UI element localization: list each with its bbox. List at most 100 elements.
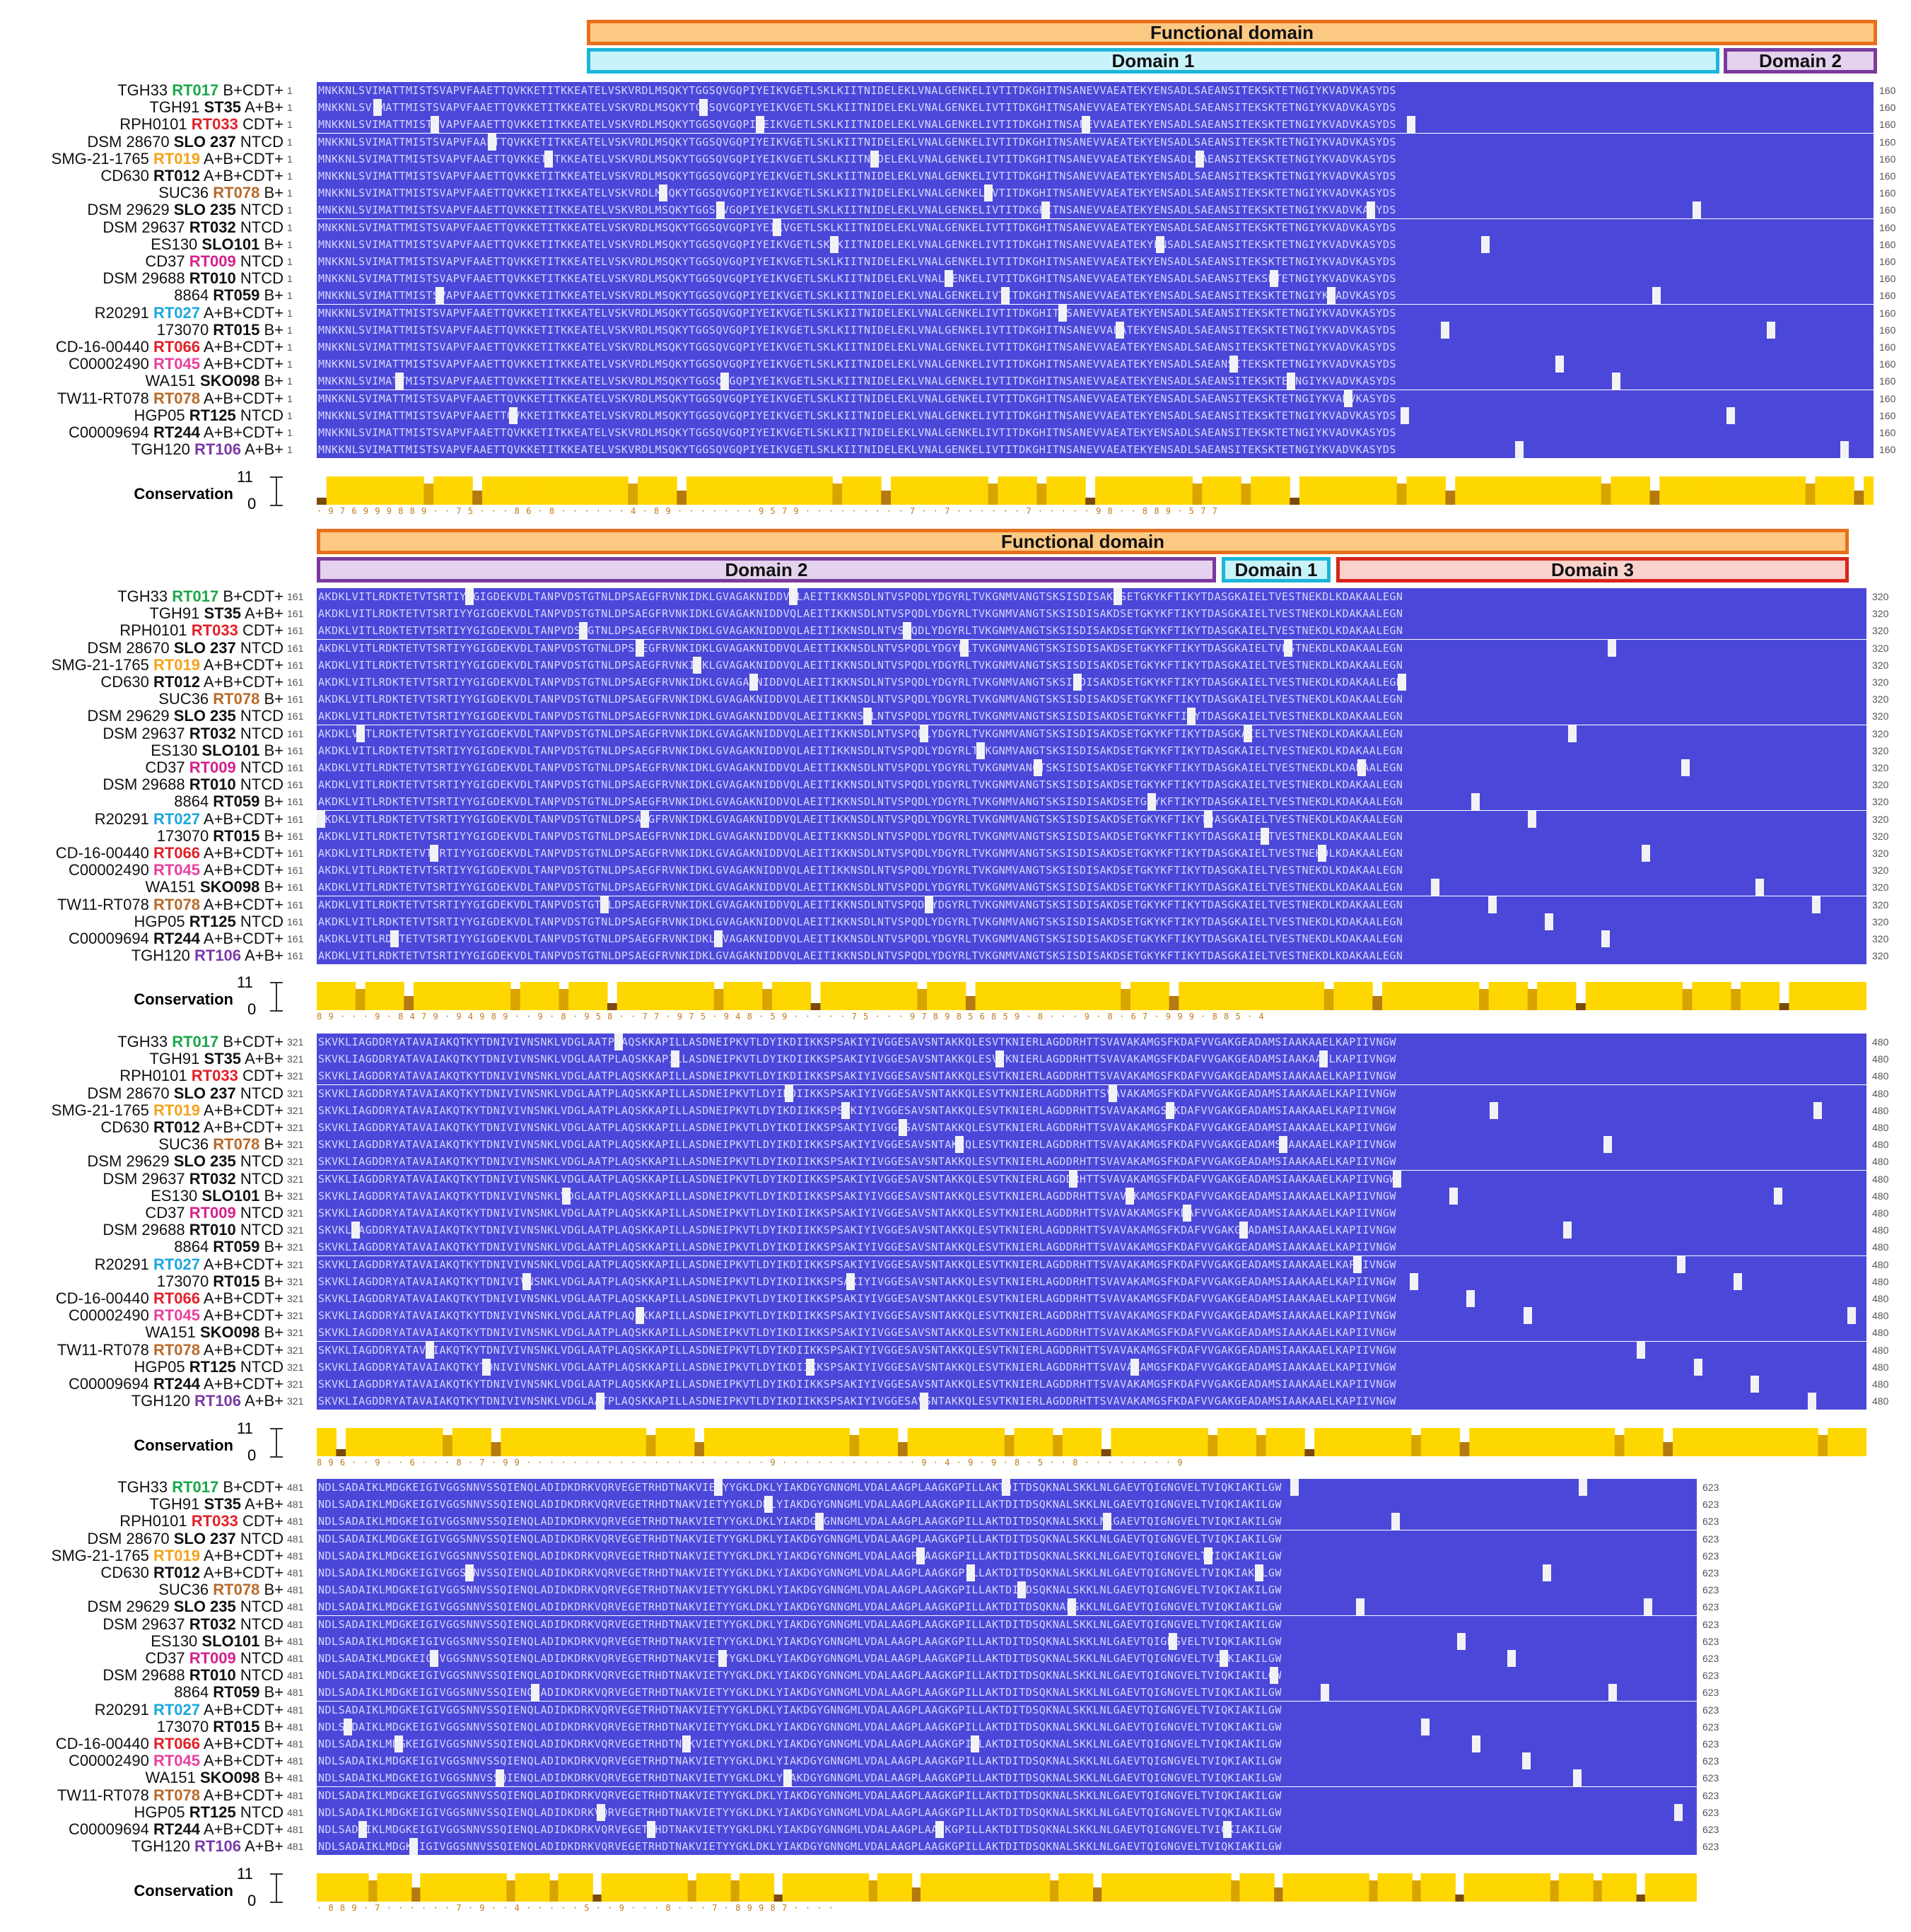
start-position: 1 bbox=[287, 307, 293, 319]
conservation-bar bbox=[539, 982, 550, 1010]
variant-residue bbox=[846, 1272, 855, 1290]
conservation-bar bbox=[1401, 1428, 1412, 1456]
start-position: 321 bbox=[287, 1224, 304, 1236]
conservation-bar bbox=[1075, 1873, 1085, 1902]
sequence-track: SKVKLIAGDDRYATAVAIAKQTKYTDNIVIVNSNKLVDGL… bbox=[317, 1067, 1866, 1085]
conservation-bar bbox=[1828, 982, 1838, 1010]
toxin-profile: B+CDT+ bbox=[223, 1478, 284, 1496]
sequence-track: MNKKNLSVIMATTMISTSVAPVFAAETTQVKKETITKKEA… bbox=[317, 185, 1874, 202]
alignment-row: 8864 RT059 B+ 1 MNKKNLSVIMATTMISTSVAPVFAAE… bbox=[0, 287, 1911, 305]
conservation-bar bbox=[762, 1428, 773, 1456]
ribotype: RT015 bbox=[213, 1717, 260, 1735]
sequence-text: AKDKLVITLRDKTETVTSRTIYYGIGDEKVDLTANPVDST… bbox=[318, 864, 1403, 877]
end-position: 160 bbox=[1879, 102, 1896, 114]
conservation-bar bbox=[722, 1873, 732, 1902]
conservation-bar bbox=[1620, 476, 1631, 505]
conservation-bar bbox=[868, 1428, 879, 1456]
conservation-bar bbox=[462, 1428, 472, 1456]
conservation-bar bbox=[423, 982, 433, 1010]
conservation-bar bbox=[530, 982, 540, 1010]
conservation-bar bbox=[665, 982, 676, 1010]
conservation-bar bbox=[1847, 982, 1857, 1010]
conservation-bar bbox=[820, 982, 831, 1010]
conservation-bar bbox=[822, 476, 833, 505]
conservation-bar bbox=[384, 1428, 395, 1456]
variant-residue bbox=[1644, 1598, 1652, 1616]
variant-residue bbox=[1017, 1581, 1026, 1599]
conservation-bar bbox=[1627, 1873, 1637, 1902]
conservation-bar bbox=[1523, 476, 1533, 505]
strain-label: TGH33 RT017 B+CDT+ bbox=[0, 1479, 284, 1496]
variant-residue bbox=[636, 1307, 644, 1325]
conservation-bar bbox=[1396, 484, 1407, 505]
ribotype: ST35 bbox=[204, 1050, 242, 1068]
conservation-bar bbox=[1196, 1873, 1206, 1902]
strain-label: TW11-RT078 RT078 A+B+CDT+ bbox=[0, 390, 284, 407]
strain-label: DSM 29629 SLO 235 NTCD bbox=[0, 1153, 284, 1170]
toxin-profile: B+ bbox=[264, 1135, 284, 1154]
conservation-bar bbox=[995, 1428, 1005, 1456]
alignment-row: TW11-RT078 RT078 A+B+CDT+ 481 NDLSADAIKLMD… bbox=[0, 1786, 1911, 1804]
ribotype: SLO101 bbox=[201, 235, 260, 253]
sequence-track: MNKKNLSVIMATTMISTSVAPVFAAETTQVKKETITKKEA… bbox=[317, 287, 1874, 305]
conservation-bar bbox=[1649, 491, 1660, 505]
sequence-track: MNKKNLSVIMATTMISTSVAPVFAAETTQVKKETITKKEA… bbox=[317, 116, 1874, 134]
alignment-row: DSM 29688 RT010 NTCD 1 MNKKNLSVIMATTMISTSV… bbox=[0, 270, 1911, 288]
sequence-text: MNKKNLSVIMATTMISTSVAPVFAAETTQVKKETITKKEA… bbox=[318, 341, 1396, 353]
conservation-bar bbox=[1447, 1873, 1456, 1902]
end-position: 320 bbox=[1872, 779, 1889, 791]
conservation-bar bbox=[1391, 1428, 1402, 1456]
sequence-text: NDLSADAIKLMDGKEIGIVGGSNNVSSQIENQLADIDKDR… bbox=[318, 1567, 1282, 1579]
conservation-bar bbox=[1309, 1873, 1318, 1902]
conservation-scale bbox=[270, 1873, 283, 1903]
strain-id: TGH120 bbox=[131, 440, 194, 459]
strain-id: DSM 29688 bbox=[103, 1221, 189, 1239]
variant-residue bbox=[1603, 1136, 1612, 1154]
start-position: 321 bbox=[287, 1190, 304, 1202]
end-position: 623 bbox=[1702, 1806, 1719, 1818]
conservation-bar bbox=[969, 476, 979, 505]
start-position: 321 bbox=[287, 1104, 304, 1116]
toxin-profile: A+B+CDT+ bbox=[203, 355, 284, 373]
sequence-track: NDLSADAIKLMDGKEIGIVGGSNNVSSQIENQLADIDKDR… bbox=[317, 1821, 1697, 1838]
toxin-profile: NTCD bbox=[240, 201, 284, 219]
ribotype: RT012 bbox=[153, 1118, 200, 1136]
end-position: 623 bbox=[1702, 1635, 1719, 1647]
conservation-bar bbox=[498, 1873, 507, 1902]
variant-residue bbox=[1608, 639, 1616, 657]
start-position: 1 bbox=[287, 204, 293, 216]
start-position: 321 bbox=[287, 1070, 304, 1082]
ribotype: RT009 bbox=[189, 1204, 236, 1222]
strain-id: C00009694 bbox=[69, 423, 153, 441]
strain-label: DSM 29629 SLO 235 NTCD bbox=[0, 1598, 284, 1615]
toxin-profile: A+B+ bbox=[244, 98, 284, 117]
strain-label: TGH120 RT106 A+B+ bbox=[0, 1838, 284, 1855]
conservation-bar bbox=[1624, 1428, 1635, 1456]
strain-label: RPH0101 RT033 CDT+ bbox=[0, 1513, 284, 1530]
conservation-min: 0 bbox=[247, 495, 257, 513]
start-position: 161 bbox=[287, 677, 304, 688]
conservation-bar bbox=[645, 1435, 656, 1456]
ribotype: RT012 bbox=[153, 673, 200, 691]
conservation-bar bbox=[674, 982, 686, 1010]
strain-id: HGP05 bbox=[134, 912, 189, 930]
conservation-bar bbox=[1024, 1428, 1034, 1456]
conservation-bar bbox=[1198, 982, 1208, 1010]
toxin-profile: NTCD bbox=[240, 1084, 284, 1102]
variant-residue bbox=[496, 1769, 504, 1787]
strain-label: DSM 29637 RT032 NTCD bbox=[0, 1615, 284, 1633]
conservation-bar bbox=[1140, 982, 1150, 1010]
conservation-bar bbox=[549, 1880, 559, 1902]
variant-residue bbox=[1677, 1255, 1685, 1273]
sequence-text: MNKKNLSVIMATTMISTSVAPVFAAETTQVKKETITKKEA… bbox=[318, 204, 1396, 217]
sequence-track: AKDKLVITLRDKTETVTSRTIYYGIGDEKVDLTANPVDST… bbox=[317, 879, 1866, 896]
conservation-bar bbox=[684, 1428, 695, 1456]
strain-label: TGH33 RT017 B+CDT+ bbox=[0, 588, 284, 605]
sequence-text: NDLSADAIKLMDGKEIGIVGGSNNVSSQIENQLADIDKDR… bbox=[318, 1583, 1282, 1597]
alignment-row: WA151 SKO098 B+ 1 MNKKNLSVIMATTMISTSVAPVFA… bbox=[0, 373, 1911, 390]
strain-id: TGH120 bbox=[131, 947, 194, 965]
toxin-profile: A+B+CDT+ bbox=[203, 809, 284, 828]
sequence-track: AKDKLVITLRDKTETVTSRTIYYGIGDEKVDLTANPVDST… bbox=[317, 708, 1866, 725]
conservation-bar bbox=[965, 1428, 976, 1456]
conservation-histogram bbox=[317, 982, 1866, 1010]
